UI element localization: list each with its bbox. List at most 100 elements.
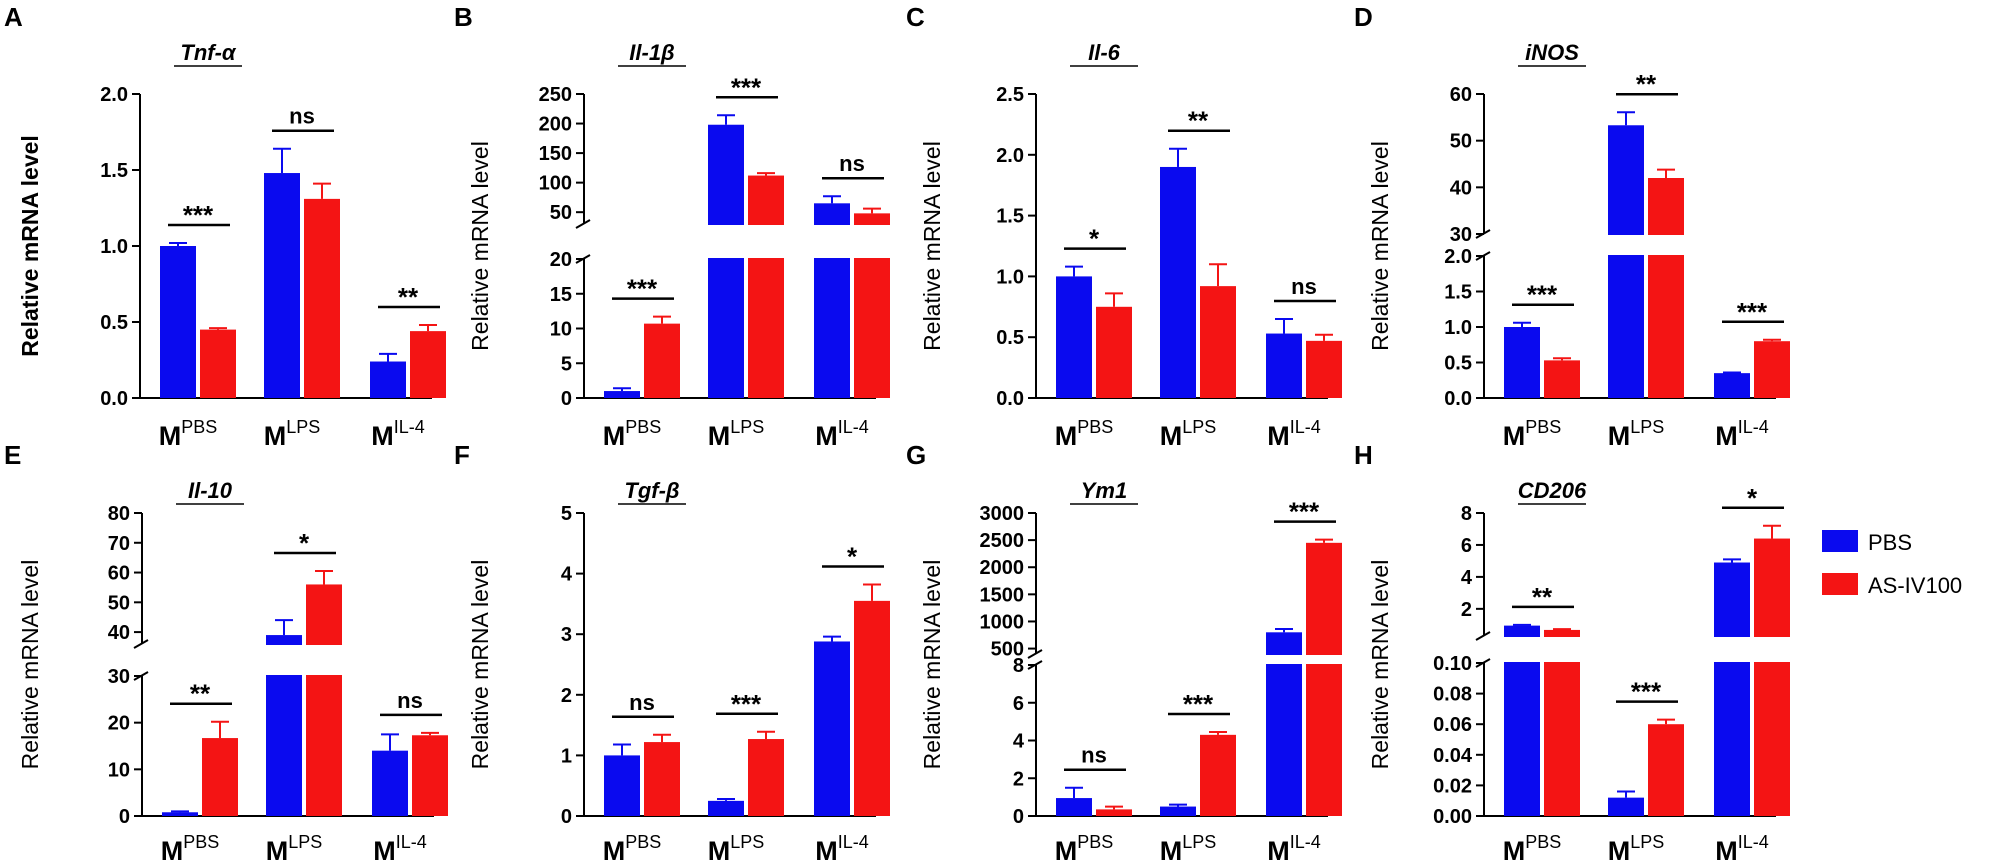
- significance-label: ***: [627, 274, 658, 304]
- bar-asiv-il-4: [1306, 340, 1342, 398]
- y-tick-label: 5: [561, 353, 572, 375]
- x-category-label: MPBS: [603, 417, 662, 451]
- y-tick-label: 1.5: [100, 160, 128, 182]
- y-tick-label: 40: [1450, 177, 1472, 199]
- y-tick-label: 30: [1450, 224, 1472, 246]
- y-tick-label: 0.5: [996, 327, 1024, 349]
- x-category-label: MLPS: [264, 417, 321, 451]
- axis-break-gap: [264, 645, 346, 675]
- panel-b: B Il-1β Relative mRNA level 0 5 10 15 20 50 100 15…: [454, 2, 894, 451]
- legend-label: AS-IV100: [1868, 573, 1962, 598]
- y-tick-label: 50: [108, 592, 130, 614]
- y-tick-label: 8: [1461, 503, 1472, 525]
- panel-c: C Il-6 Relative mRNA level 0.0 0.5 1.0 1.5 2.0 2…: [906, 2, 1342, 451]
- y-tick-label: 0.04: [1433, 745, 1473, 767]
- significance-label: ***: [1289, 497, 1320, 527]
- significance-label: **: [190, 679, 211, 709]
- bar-asiv-il-4: [410, 331, 446, 398]
- y-tick-label: 150: [539, 143, 572, 165]
- x-category-label: MPBS: [159, 417, 218, 451]
- axis-break-gap: [1054, 655, 1136, 664]
- x-category-label: MLPS: [1608, 417, 1665, 451]
- chart-title: Ym1: [1081, 478, 1127, 503]
- y-tick-label: 1.5: [1444, 282, 1472, 304]
- bar-asiv-pbs: [1096, 306, 1132, 398]
- chart-title: Il-10: [188, 478, 233, 503]
- y-tick-label: 30: [108, 666, 130, 688]
- panel-letter: A: [4, 2, 23, 32]
- bars: ***ns: [1056, 106, 1342, 398]
- y-tick-label: 0.0: [1444, 388, 1472, 410]
- axis-break-gap: [160, 645, 242, 675]
- x-category-label: MPBS: [1503, 417, 1562, 451]
- y-tick-label: 0: [1013, 806, 1024, 828]
- x-category-label: MIL-4: [1267, 832, 1321, 864]
- significance-label: ns: [289, 104, 315, 129]
- bars: ******: [1502, 483, 1794, 816]
- legend-label: PBS: [1868, 530, 1912, 555]
- significance-label: ***: [1527, 280, 1558, 310]
- y-tick-label: 0.0: [100, 388, 128, 410]
- bars: ***ns: [160, 528, 452, 816]
- axis-break-gap: [1502, 637, 1584, 662]
- y-tick-label: 60: [1450, 84, 1472, 106]
- bars: ********: [1502, 69, 1794, 399]
- bar-asiv-il-4: [1754, 341, 1790, 398]
- x-category-label: MPBS: [1055, 417, 1114, 451]
- y-tick-label: 4: [1013, 731, 1025, 753]
- significance-label: **: [1532, 582, 1553, 612]
- chart-title: Il-1β: [629, 40, 674, 65]
- axes: 0.0 0.5 1.0 1.5 2.030 40 50 60: [1444, 84, 1776, 410]
- y-tick-label: 100: [539, 173, 572, 195]
- bar-pbs-lps: [1608, 125, 1644, 399]
- y-tick-label: 6: [1461, 535, 1472, 557]
- y-tick-label: 0.10: [1433, 653, 1472, 675]
- bar-asiv-il-4: [854, 600, 890, 816]
- y-axis-label: Relative mRNA level: [467, 141, 493, 351]
- x-category-label: MIL-4: [815, 417, 869, 451]
- significance-label: ***: [1183, 689, 1214, 719]
- y-tick-label: 1500: [980, 584, 1025, 606]
- significance-label: ***: [1737, 297, 1768, 327]
- y-tick-label: 2.0: [100, 84, 128, 106]
- significance-label: *: [1089, 224, 1100, 254]
- legend-swatch-pbs: [1822, 530, 1858, 552]
- bar-asiv-lps: [748, 739, 784, 816]
- y-tick-label: 4: [561, 564, 573, 586]
- y-tick-label: 200: [539, 114, 572, 136]
- legend-swatch-asiv: [1822, 573, 1858, 595]
- bar-asiv-il-4: [412, 735, 448, 816]
- bar-pbs-pbs: [604, 391, 640, 398]
- x-category-label: MLPS: [708, 417, 765, 451]
- significance-label: *: [847, 542, 858, 572]
- axis-break-gap: [1264, 655, 1346, 664]
- y-axis-label: Relative mRNA level: [1367, 141, 1393, 351]
- bar-asiv-lps: [1200, 286, 1236, 398]
- panel-letter: D: [1354, 2, 1373, 32]
- bar-asiv-pbs: [1096, 809, 1132, 816]
- bar-asiv-lps: [1648, 724, 1684, 816]
- significance-label: ns: [629, 690, 655, 715]
- y-axis-label: Relative mRNA level: [467, 560, 493, 770]
- bar-asiv-pbs: [644, 742, 680, 816]
- y-axis-label: Relative mRNA level: [919, 141, 945, 351]
- bar-pbs-pbs: [1056, 276, 1092, 398]
- y-tick-label: 5: [561, 503, 572, 525]
- y-tick-label: 250: [539, 84, 572, 106]
- axis-break-gap: [1502, 235, 1584, 255]
- y-tick-label: 0: [119, 806, 130, 828]
- bar-pbs-pbs: [1056, 798, 1092, 816]
- x-category-label: MIL-4: [1715, 832, 1769, 864]
- axis-break-gap: [1606, 637, 1688, 662]
- axis-break-gap: [1712, 235, 1794, 255]
- panel-a: A Tnf-α Relative mRNA level 0.0 0.5 1.0 1.5 2.0…: [4, 2, 446, 451]
- y-tick-label: 20: [108, 713, 130, 735]
- y-tick-label: 60: [108, 563, 130, 585]
- x-category-label: MPBS: [161, 832, 220, 864]
- y-tick-label: 50: [1450, 131, 1472, 153]
- bar-asiv-pbs: [1544, 360, 1580, 398]
- y-tick-label: 8: [1013, 655, 1024, 677]
- bar-asiv-il-4: [1754, 538, 1790, 816]
- y-tick-label: 500: [991, 639, 1024, 661]
